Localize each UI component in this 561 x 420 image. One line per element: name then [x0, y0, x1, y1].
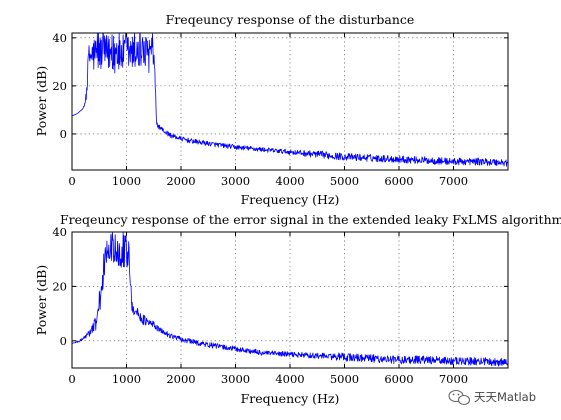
x-tick-label: 3000: [221, 372, 250, 386]
y-tick-label: 0: [60, 334, 67, 348]
plot1-xlabel: Frequency (Hz): [241, 192, 340, 207]
plot2-ticks: 0 1000 2000 3000 4000 5000 6000 7000 0 20 40: [52, 225, 508, 386]
plot2-ylabel: Power (dB): [34, 265, 49, 335]
x-tick-label: 6000: [384, 372, 413, 386]
x-tick-label: 6000: [384, 174, 413, 188]
plot-error-signal: 0 1000 2000 3000 4000 5000 6000 7000 0 20 40 Freqe…: [34, 212, 561, 406]
x-tick-label: 7000: [439, 174, 468, 188]
watermark-text: 天天Matlab: [474, 390, 536, 404]
x-tick-label: 5000: [330, 174, 359, 188]
x-tick-label: 2000: [166, 174, 195, 188]
plot2-grid: [72, 231, 508, 368]
spectrum-line: [71, 231, 509, 367]
plot-disturbance: 0 1000 2000 3000 4000 5000 6000 7000 0 20 40 Freqe…: [34, 12, 509, 207]
x-tick-label: 4000: [275, 372, 304, 386]
plot2-series-layer: [71, 231, 509, 367]
x-tick-label: 5000: [330, 372, 359, 386]
plot2-xlabel: Frequency (Hz): [241, 391, 340, 406]
plot1-title: Freqeuncy response of the disturbance: [166, 12, 415, 27]
x-tick-label: 1000: [112, 174, 141, 188]
y-tick-label: 40: [52, 225, 67, 239]
x-tick-label: 2000: [166, 372, 195, 386]
plot1-ylabel: Power (dB): [34, 66, 49, 136]
spectrum-line: [71, 32, 509, 167]
x-tick-label: 7000: [439, 372, 468, 386]
plot1-ticks: 0 1000 2000 3000 4000 5000 6000 7000 0 20 40: [52, 31, 508, 188]
x-tick-label: 1000: [112, 372, 141, 386]
watermark: 天天Matlab: [448, 389, 536, 406]
y-tick-label: 20: [52, 279, 67, 293]
x-tick-label: 4000: [275, 174, 304, 188]
plot1-series-layer: [71, 32, 509, 167]
plot2-title: Freqeuncy response of the error signal i…: [60, 212, 561, 227]
y-tick-label: 0: [60, 127, 67, 141]
y-tick-label: 20: [52, 79, 67, 93]
y-tick-label: 40: [52, 31, 67, 45]
x-tick-label: 0: [68, 372, 75, 386]
x-tick-label: 0: [68, 174, 75, 188]
x-tick-label: 3000: [221, 174, 250, 188]
wechat-logo-icon: [448, 389, 471, 406]
